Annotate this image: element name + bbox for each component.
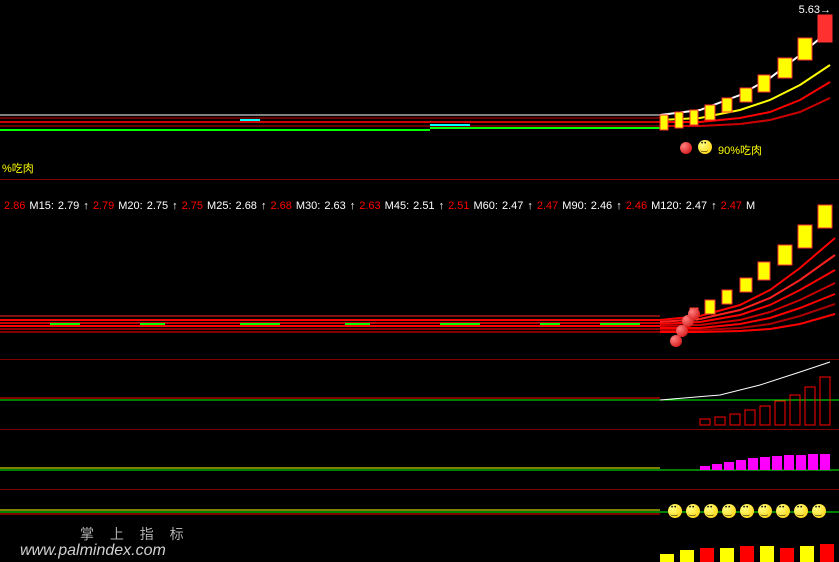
- smiley-icon: [776, 504, 790, 518]
- watermark-url: www.palmindex.com: [20, 542, 166, 560]
- smiley-icon: [668, 504, 682, 518]
- smiley-icon: [794, 504, 808, 518]
- smiley-icon: [722, 504, 736, 518]
- watermark-cn: 掌 上 指 标: [80, 524, 190, 544]
- signal-svg: [0, 0, 839, 562]
- smiley-icon: [812, 504, 826, 518]
- smiley-icon: [740, 504, 754, 518]
- smiley-icon: [758, 504, 772, 518]
- smiley-icon: [704, 504, 718, 518]
- smiley-icon: [686, 504, 700, 518]
